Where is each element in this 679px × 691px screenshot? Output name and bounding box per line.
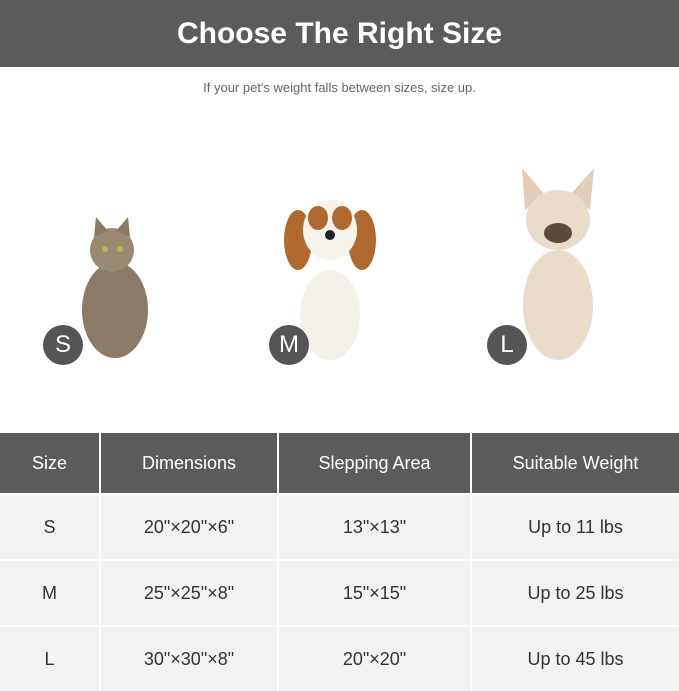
size-chart-table: Size Dimensions Slepping Area Suitable W… xyxy=(0,433,679,691)
header-dimensions: Dimensions xyxy=(99,433,278,494)
cell-size: S xyxy=(0,493,100,560)
spaniel-image xyxy=(284,200,376,360)
page-title: Choose The Right Size xyxy=(176,16,503,50)
cat-image xyxy=(82,217,148,358)
header-size: Size xyxy=(0,433,100,494)
cell-sleeping-area: 15"×15" xyxy=(277,559,471,626)
header-suitable-weight: Suitable Weight xyxy=(470,433,679,494)
table-row: L 30"×30"×8" 20"×20" Up to 45 lbs xyxy=(0,625,679,691)
size-badge-l: L xyxy=(487,325,527,365)
table-row: M 25"×25"×8" 15"×15" Up to 25 lbs xyxy=(0,559,679,626)
cell-weight: Up to 25 lbs xyxy=(470,559,679,626)
cell-weight: Up to 45 lbs xyxy=(470,625,679,691)
subtitle: If your pet's weight falls between sizes… xyxy=(203,80,476,95)
cell-weight: Up to 11 lbs xyxy=(470,493,679,560)
cell-sleeping-area: 20"×20" xyxy=(277,625,471,691)
cell-dimensions: 20"×20"×6" xyxy=(99,493,278,560)
table-row: S 20"×20"×6" 13"×13" Up to 11 lbs xyxy=(0,493,679,560)
cell-sleeping-area: 13"×13" xyxy=(277,493,471,560)
cell-size: L xyxy=(0,625,100,691)
size-badge-m: M xyxy=(269,325,309,365)
cell-size: M xyxy=(0,559,100,626)
header-sleeping-area: Slepping Area xyxy=(277,433,471,494)
cell-dimensions: 30"×30"×8" xyxy=(99,625,278,691)
table-header-row: Size Dimensions Slepping Area Suitable W… xyxy=(0,433,679,494)
french-bulldog-image xyxy=(522,168,594,360)
title-bar: Choose The Right Size xyxy=(0,0,679,67)
size-badge-s: S xyxy=(43,325,83,365)
cell-dimensions: 25"×25"×8" xyxy=(99,559,278,626)
